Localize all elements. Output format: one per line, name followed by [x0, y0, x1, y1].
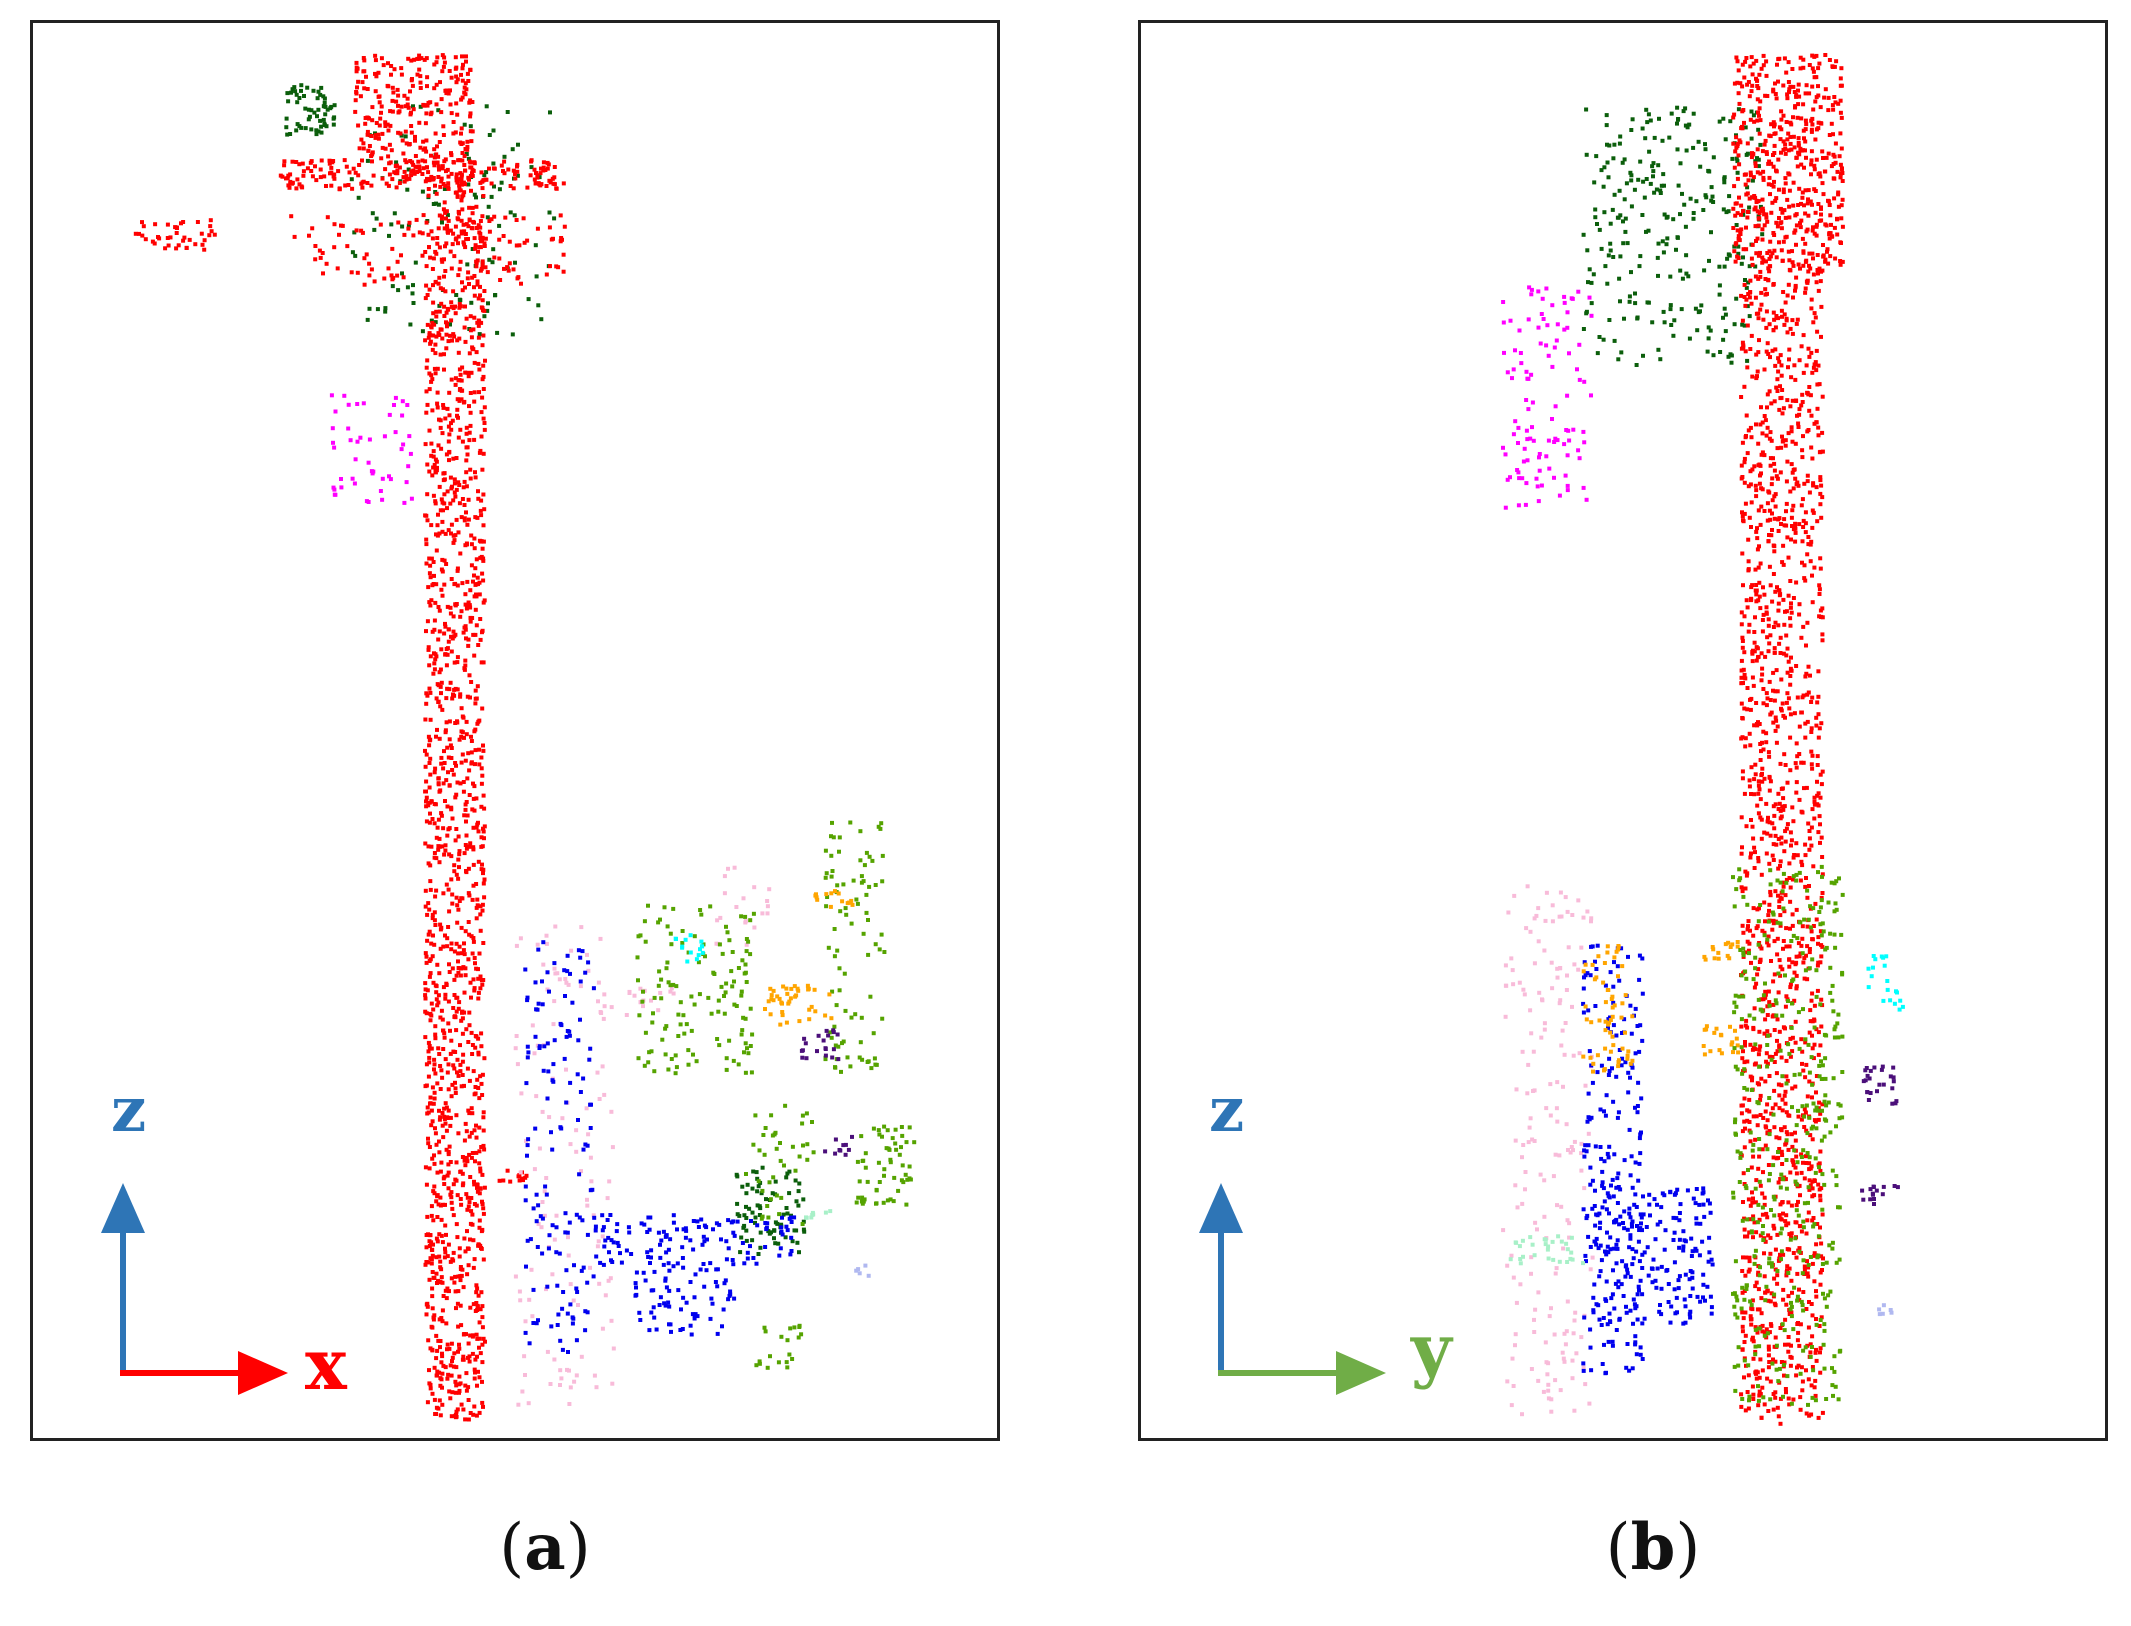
green-points: [635, 820, 917, 1370]
cyan-points: [673, 933, 705, 964]
axis-indicator-a: z: [101, 1083, 288, 1395]
purple-points: [799, 1028, 854, 1157]
z-axis-arrowhead: [101, 1183, 145, 1233]
blue-points: [1581, 943, 1715, 1376]
caption-a: (a): [499, 1510, 591, 1585]
vegetation_dark-points: [1581, 105, 1765, 367]
cyan-points: [1866, 954, 1905, 1012]
point-cloud-a: [133, 53, 917, 1422]
z-axis-label: z: [1209, 1083, 1244, 1146]
x-axis-arrowhead: [238, 1351, 288, 1395]
mint-points: [1508, 1234, 1585, 1266]
z-axis-label: z: [111, 1083, 146, 1146]
magenta-points: [329, 393, 414, 505]
caption-a-letter: a: [524, 1510, 566, 1585]
caption-b: (b): [1605, 1510, 1701, 1585]
lavender-points: [854, 1263, 871, 1278]
y-axis-arrowhead: [1336, 1351, 1386, 1395]
panel-b-yz-view: z y: [1138, 20, 2108, 1441]
lavender-points: [1877, 1303, 1894, 1317]
blue-points: [523, 940, 797, 1354]
x-axis-label: x: [305, 1323, 347, 1406]
purple-points: [1860, 1064, 1900, 1206]
z-axis-arrowhead: [1199, 1183, 1243, 1233]
orange-points: [763, 889, 855, 1027]
panel-a-xz-view: z x: [30, 20, 1000, 1441]
pink-points: [1501, 884, 1595, 1417]
green-points: [1731, 864, 1845, 1407]
point-cloud-b: [1501, 53, 1905, 1426]
y-axis-label: y: [1411, 1308, 1452, 1391]
axis-indicator-b: z: [1199, 1083, 1386, 1395]
mint-points: [804, 1209, 833, 1220]
caption-b-letter: b: [1630, 1510, 1676, 1585]
orange-points: [1581, 940, 1741, 1074]
magenta-points: [1501, 285, 1594, 510]
pole-points: [133, 53, 567, 1422]
